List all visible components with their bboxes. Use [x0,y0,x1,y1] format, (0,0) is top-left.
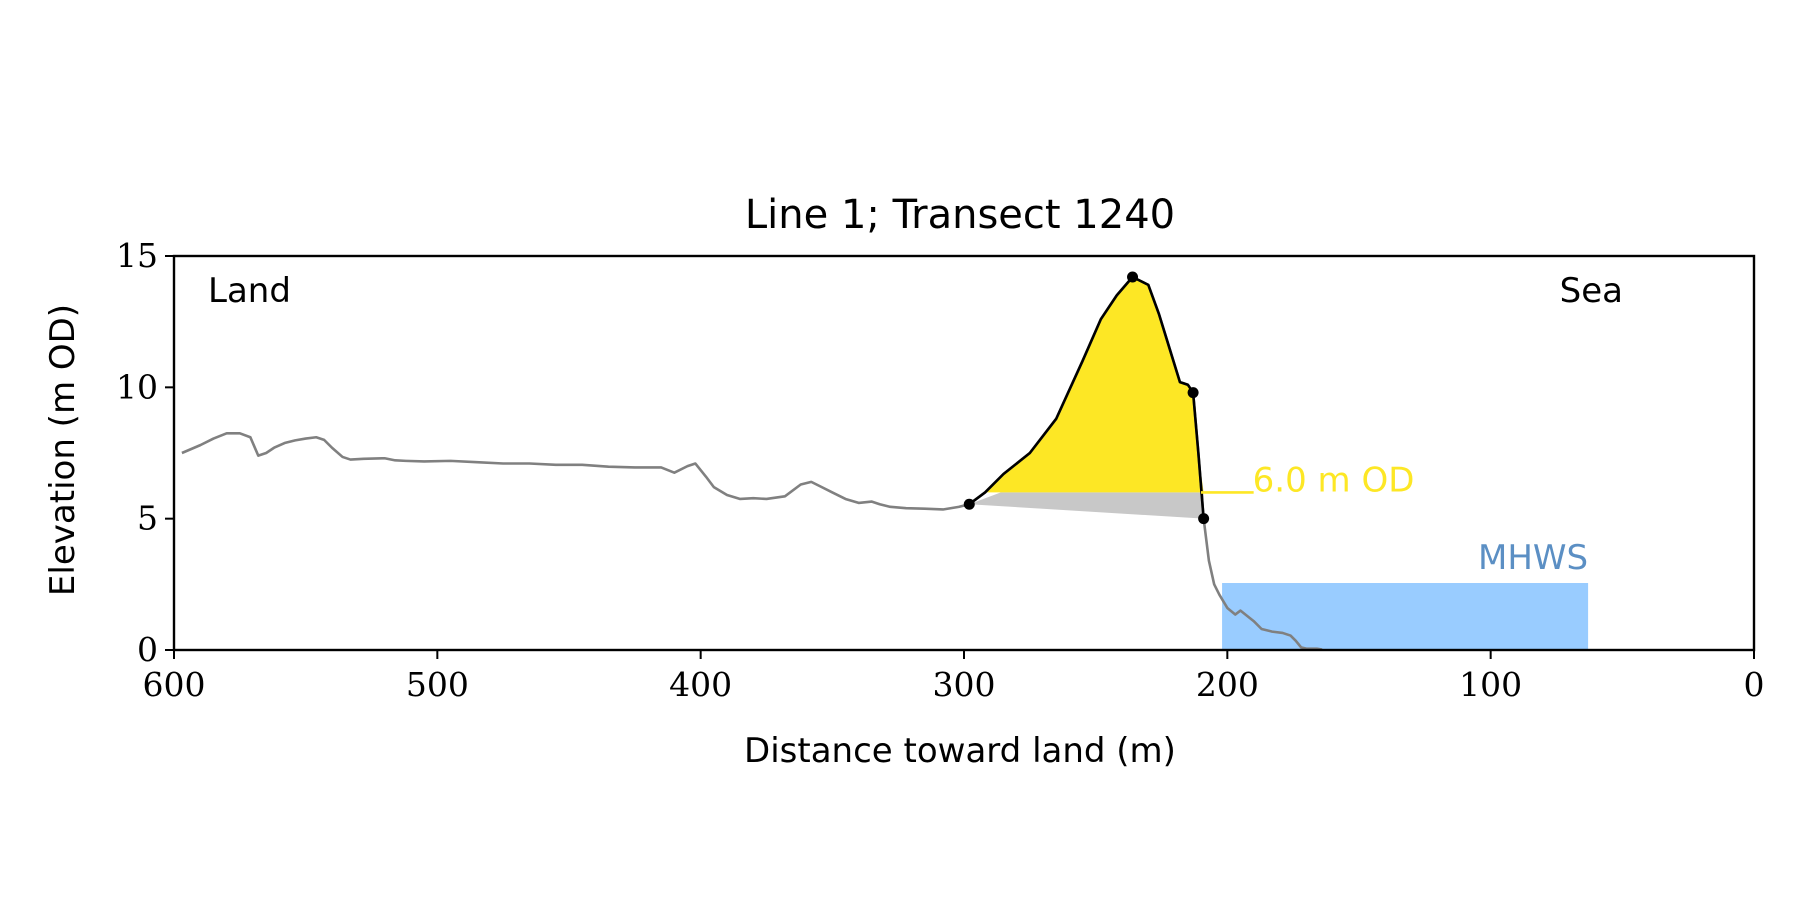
key-point [1187,387,1199,399]
dune-base-area [969,492,1204,519]
axis-ticks: 600 500 400 300 200 100 0 0 5 10 15 [116,236,1765,704]
x-axis-label: Distance toward land (m) [744,731,1176,771]
key-point [1127,271,1139,283]
y-tick-label: 15 [116,236,158,275]
x-tick-label: 200 [1196,665,1259,704]
x-tick-label: 400 [669,665,732,704]
x-tick-label: 600 [143,665,206,704]
key-point [1198,513,1210,525]
mhws-band [1222,583,1589,650]
y-tick-label: 0 [137,630,158,669]
y-axis-label: Elevation (m OD) [43,304,83,596]
dune-volume-area [969,277,1204,493]
land-label: Land [208,271,291,311]
sea-label: Sea [1560,271,1623,311]
mhws-label: MHWS [1478,538,1588,578]
threshold-label: 6.0 m OD [1253,460,1415,500]
y-tick-label: 10 [116,367,158,406]
chart-title: Line 1; Transect 1240 [745,192,1175,238]
profile-line [181,275,1323,651]
key-point [963,498,975,510]
x-tick-label: 100 [1459,665,1522,704]
x-tick-label: 500 [406,665,469,704]
plot-area: MHWS 6.0 m OD [181,271,1589,651]
x-tick-label: 0 [1744,665,1765,704]
x-tick-label: 300 [933,665,996,704]
y-tick-label: 5 [137,499,158,538]
